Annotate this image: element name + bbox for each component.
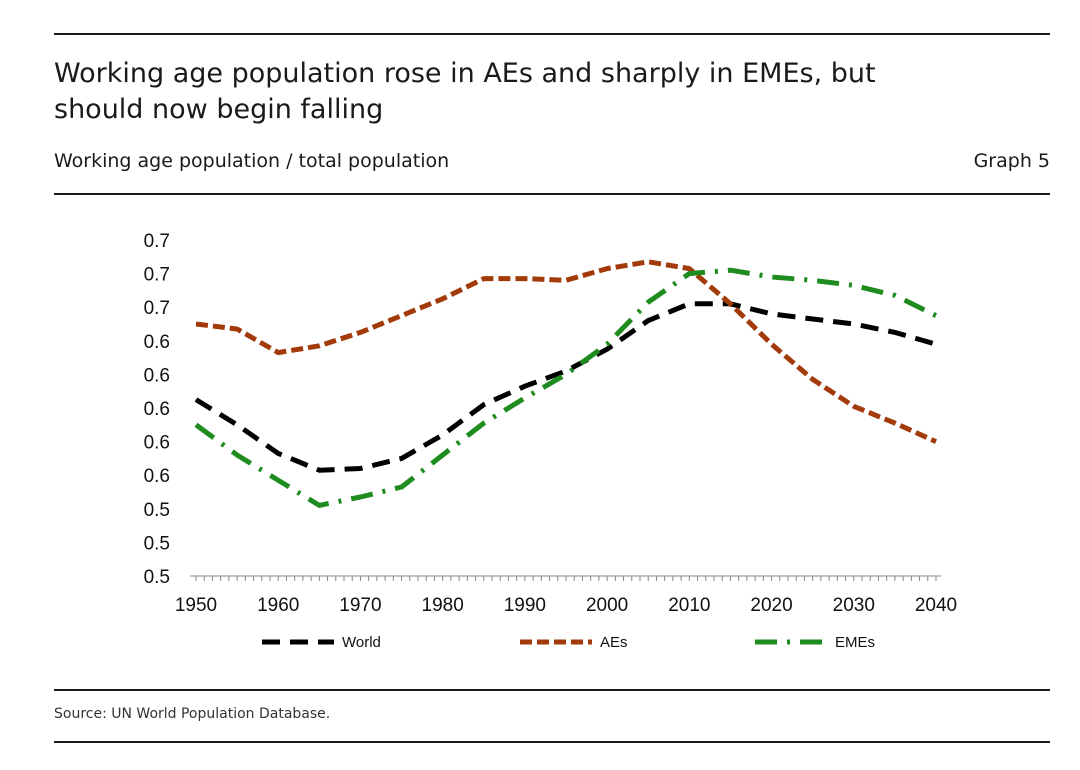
top-rule <box>54 33 1050 35</box>
y-tick-label: 0.7 <box>144 265 170 286</box>
x-tick-label: 2020 <box>750 595 792 616</box>
series-line-aes <box>195 259 938 444</box>
y-tick-label: 0.6 <box>144 399 170 420</box>
header-rule <box>54 193 1050 195</box>
footer-rule-bottom <box>54 741 1050 743</box>
graph-number: Graph 5 <box>973 150 1050 172</box>
y-tick-label: 0.6 <box>144 433 170 454</box>
x-tick-label: 1990 <box>504 595 546 616</box>
x-tick-label: 2040 <box>915 595 957 616</box>
x-tick-label: 2000 <box>586 595 628 616</box>
x-tick-label: 2030 <box>833 595 875 616</box>
legend-label-emes: EMEs <box>835 634 875 651</box>
page-title: Working age population rose in AEs and s… <box>54 58 876 125</box>
y-tick-label: 0.6 <box>144 365 170 386</box>
x-tick-label: 1970 <box>339 595 381 616</box>
x-tick-label: 1980 <box>422 595 464 616</box>
x-tick-label: 1950 <box>175 595 217 616</box>
y-tick-label: 0.7 <box>144 298 170 319</box>
y-tick-label: 0.5 <box>144 500 170 521</box>
x-tick-label: 1960 <box>257 595 299 616</box>
y-tick-label: 0.5 <box>144 567 170 588</box>
series-line-world <box>194 301 937 473</box>
y-tick-label: 0.7 <box>144 231 170 252</box>
line-chart: 1950 1960 1970 1980 1990 2000 2010 2020 2030 2040… <box>144 231 958 651</box>
x-tick-label: 2010 <box>668 595 710 616</box>
chart-subtitle: Working age population / total populatio… <box>54 150 450 172</box>
y-tick-label: 0.5 <box>144 533 170 554</box>
series-line-emes <box>194 267 938 508</box>
y-tick-label: 0.6 <box>144 466 170 487</box>
footer-rule-top <box>54 689 1050 691</box>
legend-label-aes: AEs <box>600 634 628 651</box>
source-note: Source: UN World Population Database. <box>54 706 331 722</box>
legend-label-world: World <box>342 634 381 651</box>
y-tick-label: 0.6 <box>144 332 170 353</box>
